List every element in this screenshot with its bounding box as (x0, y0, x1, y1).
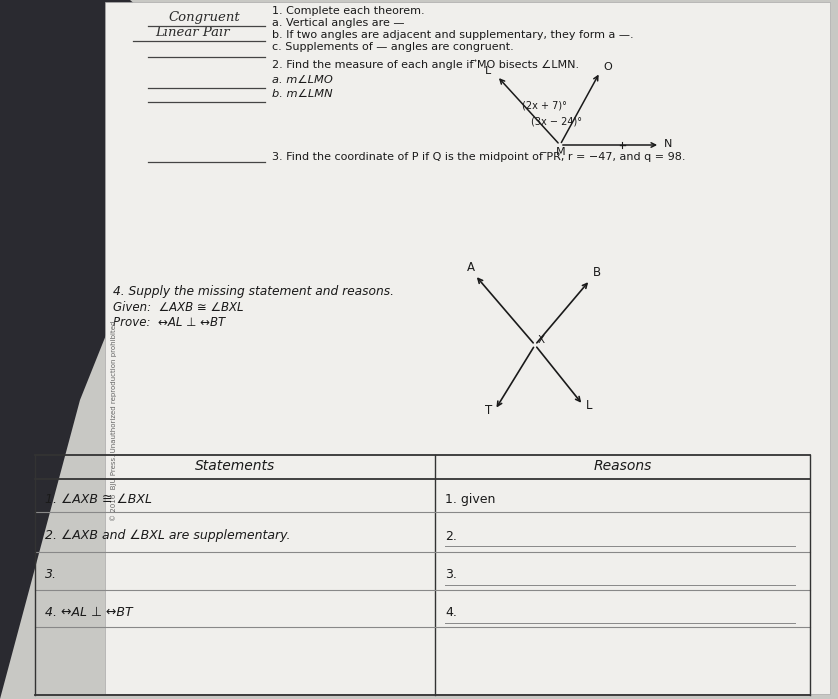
Text: 2. Find the measure of each angle if ⃗MO bisects ∠LMN.: 2. Find the measure of each angle if ⃗MO… (272, 59, 579, 70)
Text: N: N (664, 139, 672, 149)
Text: 1. given: 1. given (445, 493, 495, 506)
Text: Congruent: Congruent (168, 11, 240, 24)
Text: 4.: 4. (445, 606, 457, 619)
Text: B: B (593, 266, 601, 279)
Text: Statements: Statements (195, 459, 275, 473)
Text: 3.: 3. (445, 568, 457, 582)
Text: a. m∠LMO: a. m∠LMO (272, 75, 333, 85)
Text: 3.: 3. (45, 568, 57, 582)
Polygon shape (0, 0, 200, 699)
Text: 2. ∠AXB and ∠BXL are supplementary.: 2. ∠AXB and ∠BXL are supplementary. (45, 530, 291, 542)
Text: a. Vertical angles are —: a. Vertical angles are — (272, 18, 405, 28)
Text: X: X (538, 335, 546, 345)
Text: Linear Pair: Linear Pair (155, 26, 230, 39)
Text: Prove:  ↔AL ⊥ ↔BT: Prove: ↔AL ⊥ ↔BT (113, 316, 225, 329)
Text: Reasons: Reasons (593, 459, 652, 473)
Text: (3x − 24)°: (3x − 24)° (531, 117, 582, 127)
Text: © 2016  BJU Press. Unauthorized reproduction prohibited.: © 2016 BJU Press. Unauthorized reproduct… (110, 319, 116, 521)
Text: c. Supplements of — angles are congruent.: c. Supplements of — angles are congruent… (272, 42, 514, 52)
Text: 1. Complete each theorem.: 1. Complete each theorem. (272, 6, 425, 16)
Text: L: L (586, 399, 592, 412)
Text: 3. Find the coordinate of P if Q is the midpoint of ̅PR, r = −47, and q = 98.: 3. Find the coordinate of P if Q is the … (272, 152, 685, 162)
Text: M: M (556, 147, 566, 157)
Text: 4. ↔AL ⊥ ↔BT: 4. ↔AL ⊥ ↔BT (45, 606, 132, 619)
Text: b. If two angles are adjacent and supplementary, they form a —.: b. If two angles are adjacent and supple… (272, 30, 634, 40)
FancyBboxPatch shape (105, 2, 830, 694)
Text: (2x + 7)°: (2x + 7)° (522, 100, 566, 110)
Text: O: O (603, 62, 612, 72)
Text: A: A (467, 261, 475, 274)
Text: 2.: 2. (445, 530, 457, 542)
Text: 1. ∠AXB ≅ ∠BXL: 1. ∠AXB ≅ ∠BXL (45, 493, 152, 506)
Text: b. m∠LMN: b. m∠LMN (272, 89, 333, 99)
Text: L: L (485, 66, 491, 76)
Text: 4. Supply the missing statement and reasons.: 4. Supply the missing statement and reas… (113, 285, 394, 298)
Text: T: T (485, 404, 492, 417)
Text: Given:  ∠AXB ≅ ∠BXL: Given: ∠AXB ≅ ∠BXL (113, 301, 244, 314)
